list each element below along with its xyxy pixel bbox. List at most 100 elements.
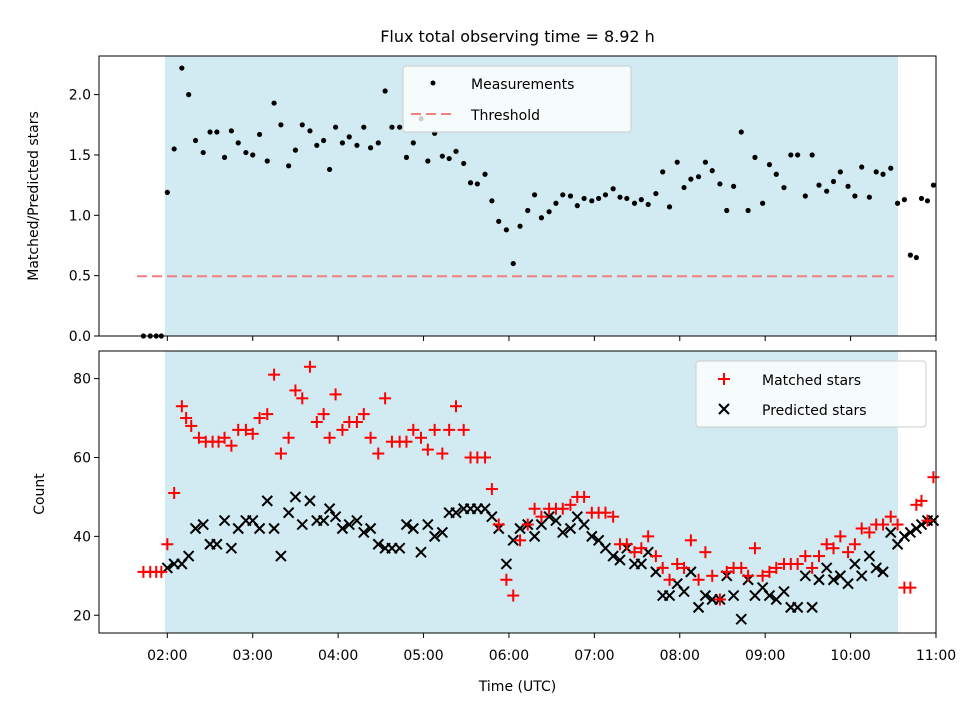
predicted-point [778,585,790,598]
measurement-point [346,134,352,140]
measurement-point [901,197,907,203]
measurement-point [724,207,730,214]
matched-point [261,408,274,421]
matched-point [303,360,316,373]
measurement-point [361,124,367,130]
predicted-point [564,522,577,535]
matched-point [763,565,776,578]
measurement-point [482,171,488,177]
x-ticks-bottom: 02:00 03:00 04:00 05:00 06:00 07:00 08:00 09:00… [147,633,956,664]
y-tick-label-bottom: 60 [73,450,91,466]
matched-point [684,534,697,547]
legend-matched-marker [718,373,730,385]
measurement-point [271,100,277,106]
predicted-point [486,510,498,523]
measurement-point [538,215,545,221]
matched-point [414,431,427,444]
measurement-point [773,171,779,177]
measurement-point [525,207,531,214]
predicted-point [268,522,280,535]
matched-point [218,431,231,444]
x-tick-label: 08:00 [660,648,700,664]
measurement-point [930,182,937,188]
predicted-point [211,538,223,550]
predicted-point [699,589,712,602]
predicted-point [820,562,833,574]
matched-point [443,423,456,436]
predicted-point [550,514,562,527]
predicted-point [692,601,705,614]
measurement-point [164,189,170,195]
matched-point [514,534,527,547]
measurement-point [314,142,320,148]
measurement-point [666,204,673,210]
measurement-point [745,207,751,214]
matched-point [457,423,470,436]
predicted-point [885,526,897,539]
measurement-point [403,154,410,160]
matched-point [842,546,855,559]
predicted-stars-points [161,491,940,625]
matched-point [500,573,513,586]
predicted-point [364,522,377,535]
predicted-point [827,574,840,586]
predicted-point [358,526,370,539]
x-tick-label: 07:00 [574,648,614,664]
matched-point [678,561,691,574]
measurement-point [752,154,758,160]
measurement-point [866,194,872,200]
predicted-point [225,542,238,554]
legend-threshold-label: Threshold [470,108,540,124]
x-tick-label: 02:00 [147,648,187,664]
measurement-point [425,158,431,164]
measurement-point [717,181,723,187]
y-tick-label-top: 0.5 [69,269,91,285]
measurement-point [681,184,687,191]
matched-point [599,506,612,519]
matched-point [770,561,783,574]
matched-point [578,490,591,503]
measurement-point [645,201,651,208]
matched-point [479,451,492,464]
measurement-point [214,129,220,135]
measurement-point [332,124,339,130]
measurement-point [907,252,913,258]
matched-point [364,431,377,444]
measurement-point [367,145,374,151]
predicted-point [351,514,363,527]
predicted-point [855,570,868,582]
matched-point [310,415,323,428]
predicted-point [528,530,541,543]
measurement-point [873,169,879,175]
matched-point [180,412,193,425]
measurement-point [307,128,313,134]
measurement-point [264,158,270,164]
axes-frame-top [98,55,937,337]
measurement-point [880,171,886,177]
matched-point [904,581,917,594]
predicted-point [863,550,876,562]
measurement-point [638,197,644,203]
matched-point [742,569,755,582]
matched-point [289,384,302,397]
predicted-point [904,526,917,539]
matched-point [791,557,804,570]
chart-title: Flux total observing time = 8.92 h [380,27,655,46]
predicted-point [763,589,776,602]
legend-bottom: Matched stars Predicted stars [695,360,927,428]
matched-point [663,573,676,586]
predicted-point [317,514,330,527]
measurement-point [617,194,623,200]
predicted-point [422,518,434,531]
matched-point [607,510,620,523]
predicted-point [607,550,619,562]
predicted-point [578,518,590,531]
measurement-point [171,146,177,152]
measurement-point [674,159,680,165]
x-tick-label: 10:00 [830,648,870,664]
predicted-point [877,566,889,578]
predicted-point [507,534,519,547]
predicted-point [428,530,441,543]
y-tick-label-bottom: 80 [73,372,91,388]
